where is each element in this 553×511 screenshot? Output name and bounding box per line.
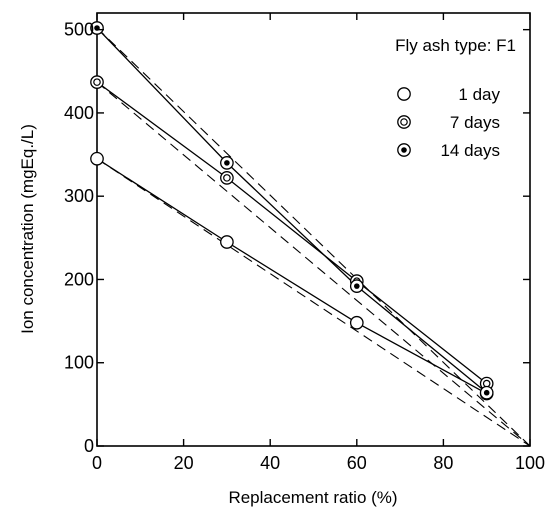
data-point-7-days	[90, 75, 104, 89]
x-tick-label: 40	[260, 453, 280, 473]
legend: Fly ash type: F1 1 day 7 days 14 days	[395, 36, 516, 160]
legend-marker-1-day	[397, 87, 411, 101]
y-tick-label: 100	[64, 353, 94, 373]
x-tick-label: 20	[174, 453, 194, 473]
dashed-reference-line-1	[96, 158, 531, 447]
legend-marker-7-days	[397, 115, 411, 129]
series-line-1-day	[96, 158, 488, 395]
data-point-1-day	[349, 315, 364, 330]
data-markers	[90, 21, 494, 401]
x-tick-label: 80	[433, 453, 453, 473]
legend-label: 1 day	[458, 85, 500, 104]
series-line-7-days	[96, 81, 488, 385]
x-axis-label: Replacement ratio (%)	[228, 488, 397, 507]
y-tick-label: 300	[64, 186, 94, 206]
legend-item-1-day: 1 day	[397, 85, 500, 104]
legend-marker-14-days	[397, 143, 411, 157]
y-axis-ticks: 0 100 200 300 400 500	[64, 20, 530, 456]
x-axis-ticks: 0 20 40 60 80 100	[92, 13, 545, 473]
x-tick-label: 60	[347, 453, 367, 473]
data-point-14-days	[479, 385, 494, 400]
data-point-7-days	[220, 171, 234, 185]
legend-label: 14 days	[440, 141, 500, 160]
data-point-14-days	[349, 279, 364, 293]
y-tick-label: 500	[64, 20, 94, 40]
legend-label: 7 days	[450, 113, 500, 132]
x-tick-label: 0	[92, 453, 102, 473]
data-point-14-days	[220, 156, 234, 170]
y-tick-label: 0	[84, 436, 94, 456]
y-axis-label: Ion concentration (mgEq./L)	[18, 124, 37, 334]
data-point-1-day	[90, 151, 104, 166]
series-lines	[96, 27, 488, 395]
reference-lines	[96, 27, 531, 447]
legend-item-14-days: 14 days	[397, 141, 500, 160]
x-tick-label: 100	[515, 453, 545, 473]
dashed-reference-line-2	[96, 81, 531, 447]
legend-title: Fly ash type: F1	[395, 36, 516, 55]
series-line-14-days	[96, 27, 488, 394]
y-tick-label: 400	[64, 103, 94, 123]
dashed-reference-line-3	[96, 27, 531, 447]
y-tick-label: 200	[64, 269, 94, 289]
data-point-1-day	[220, 235, 234, 249]
plot-frame	[96, 12, 531, 447]
legend-item-7-days: 7 days	[397, 113, 500, 132]
